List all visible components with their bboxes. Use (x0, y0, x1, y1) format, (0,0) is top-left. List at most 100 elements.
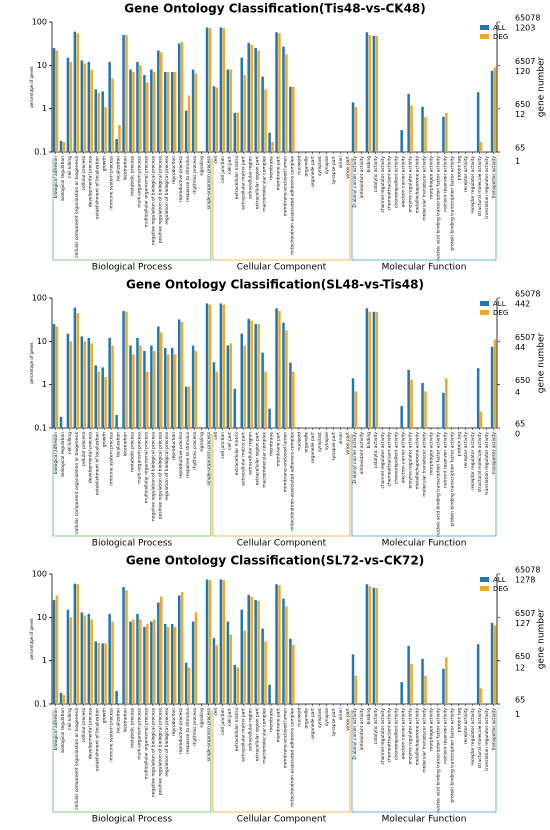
bar (153, 619, 156, 704)
bar (173, 626, 177, 704)
x-tick-label: positive regulation of biological proces… (157, 707, 163, 795)
bar (375, 311, 379, 428)
x-tick-label: signaling (199, 432, 205, 452)
x-tick-label: molecular transducer activity (421, 708, 427, 773)
bar (285, 54, 288, 152)
bar (157, 326, 160, 428)
bar (493, 67, 497, 152)
x-tick-label: biological regulation (60, 432, 66, 477)
x-tick-label: D-alanyl carrier activity (352, 156, 358, 208)
y2-tick-label: 6507 (515, 609, 535, 618)
x-tick-label: biological adhesion (53, 156, 59, 198)
bar (132, 72, 135, 152)
x-tick-label: protein binding transcription factor act… (449, 156, 455, 251)
y2-deg-tick-label: 0 (515, 430, 520, 439)
x-tick-label: catalytic activity (373, 156, 379, 193)
x-tick-label: protein binding transcription factor act… (449, 432, 455, 527)
bar (490, 70, 494, 152)
bar (73, 307, 77, 428)
x-tick-label: metallochaperone activity (415, 432, 421, 490)
bar (150, 345, 153, 428)
x-tick-label: extracellular region (248, 432, 254, 475)
x-tick-label: cell part (227, 432, 233, 450)
y2-tick-label: 65 (515, 144, 525, 153)
bar (90, 619, 93, 704)
bar (400, 406, 403, 428)
x-tick-label: virion (338, 432, 344, 445)
x-tick-label: chemorepellent activity (394, 708, 400, 760)
x-tick-label: metabolic process (129, 707, 135, 748)
bar (184, 662, 188, 704)
bar (143, 626, 146, 704)
bar (157, 50, 160, 152)
bar (247, 318, 250, 428)
bar (490, 346, 494, 428)
y2-deg-tick-label: 12 (515, 663, 525, 672)
x-tick-label: virion (338, 708, 344, 721)
x-tick-label: organelle (303, 708, 309, 729)
bar (194, 73, 198, 152)
bar (180, 592, 184, 704)
legend-label: DEG (493, 585, 508, 593)
bar (354, 106, 358, 152)
bar (139, 65, 142, 152)
x-tick-label: channel regulator activity (380, 432, 386, 489)
bar (129, 621, 132, 704)
x-tick-label: metallochaperone activity (415, 708, 421, 766)
bar (125, 311, 128, 428)
y2-deg-tick-label: 1 (515, 710, 520, 719)
bar (73, 31, 77, 152)
x-tick-label: receptor activity (463, 432, 469, 469)
bar (80, 612, 84, 704)
legend-label: ALL (493, 24, 506, 32)
bar (164, 72, 167, 152)
x-tick-label: chemoattractant activity (387, 432, 393, 487)
y-axis-label: percentage of genes (29, 66, 34, 107)
x-tick-label: D-alanyl carrier activity (352, 708, 358, 760)
bar (243, 74, 246, 152)
bar (278, 585, 281, 704)
x-tick-label: cell killing (67, 156, 73, 178)
x-tick-label: transporter activity (491, 432, 497, 475)
bar (187, 667, 191, 704)
bar (229, 343, 233, 428)
bar (73, 583, 77, 704)
x-tick-label: membrane-enclosed lumen (282, 432, 288, 493)
x-tick-label: receptor regulator activity (470, 432, 476, 490)
bar (122, 35, 125, 152)
bar (180, 321, 184, 428)
x-tick-label: growth (102, 432, 108, 447)
y-tick-label: 0.1 (34, 424, 47, 433)
x-tick-label: growth (102, 156, 108, 171)
x-tick-label: receptor activity (463, 708, 469, 745)
x-tick-label: organelle part (310, 432, 316, 463)
y2-tick-label: 65 (515, 420, 525, 429)
bar (222, 580, 226, 704)
bar (170, 72, 174, 152)
bar (66, 57, 70, 152)
bar (159, 332, 163, 428)
bar (115, 414, 118, 428)
y2-tick-label: 65078 (515, 14, 540, 23)
bar (87, 337, 91, 428)
x-tick-label: cell killing (67, 708, 73, 730)
bar (97, 642, 100, 704)
x-tick-label: negative regulation of biological proces… (150, 155, 156, 245)
bar (129, 345, 132, 428)
x-tick-label: transporter activity (491, 708, 497, 751)
x-tick-label: extracellular region part (255, 432, 261, 485)
bar (264, 641, 267, 704)
x-tick-label: locomotion (123, 708, 129, 733)
x-tick-label: synapse (325, 708, 330, 726)
x-tick-label: multi-organism process (136, 431, 142, 483)
bar (52, 600, 56, 704)
x-tick-label: biological adhesion (53, 432, 59, 474)
bar (254, 600, 257, 704)
bar (354, 391, 358, 428)
bar (94, 641, 97, 704)
bar (159, 52, 163, 153)
bar (219, 579, 223, 704)
x-tick-label: mitochondrion-associated adherens comple… (289, 156, 295, 255)
y-axis-label: percentage of genes (29, 618, 34, 659)
y-tick-label: 1 (42, 380, 47, 389)
